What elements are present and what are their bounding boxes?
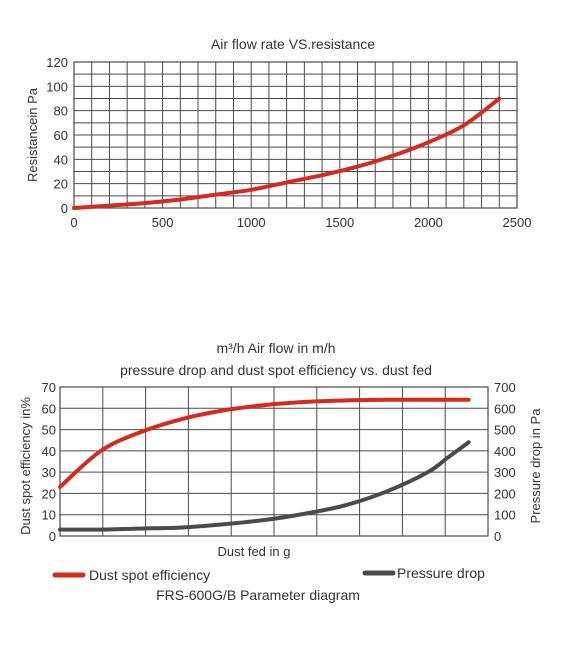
chart2-grid: [60, 387, 488, 536]
chart2-legend: Dust spot efficiency Pressure drop: [52, 565, 485, 583]
chart2-y-tick-label-right: 0: [494, 529, 501, 544]
chart1-y-tick-label: 120: [46, 55, 68, 70]
chart1-x-ticks: 0 500 1000 1500 2000 2500: [70, 215, 531, 230]
chart1-y-axis-label: Resistancein Pa: [25, 87, 40, 182]
chart1-plot-frame: [73, 61, 518, 209]
chart1-y-tick-label: 0: [61, 201, 68, 216]
efficiency-pressure-chart: m³/h Air flow in m/h pressure drop and d…: [18, 340, 543, 583]
chart2-y-axis-label-right: Pressure drop in Pa: [528, 408, 543, 524]
chart1-series: [72, 96, 502, 210]
chart2-plot-frame: [59, 386, 489, 537]
chart2-y-tick-label-right: 500: [494, 423, 516, 438]
chart2-y-tick-label-left: 50: [42, 423, 56, 438]
chart2-y-ticks-left: 0 10 20 30 40 50 60 70: [42, 380, 56, 544]
chart1-title: Air flow rate VS.resistance: [211, 36, 375, 52]
chart2-y-tick-label-right: 600: [494, 401, 516, 416]
chart2-title-line1: m³/h Air flow in m/h: [216, 340, 335, 356]
chart2-y-tick-label-left: 40: [42, 444, 56, 459]
chart1-y-tick-label: 100: [46, 79, 68, 94]
chart1-y-ticks: 0 20 40 60 80 100 120: [46, 55, 68, 216]
resistance-chart: Air flow rate VS.resistance 0 20 40 60 80 100…: [25, 36, 531, 230]
legend-label-pressure: Pressure drop: [397, 565, 485, 581]
chart1-x-tick-label: 0: [70, 215, 77, 230]
chart2-x-axis-label: Dust fed in g: [218, 544, 291, 559]
chart2-y-tick-label-left: 70: [42, 380, 56, 395]
chart2-y-tick-label-right: 200: [494, 486, 516, 501]
chart2-y-tick-label-right: 300: [494, 465, 516, 480]
chart2-y-tick-label-left: 20: [42, 486, 56, 501]
chart1-x-tick-label: 2500: [503, 215, 532, 230]
chart2-y-tick-label-left: 10: [42, 508, 56, 523]
chart1-grid: [74, 62, 517, 208]
chart1-y-tick-label: 20: [54, 177, 68, 192]
chart2-y-tick-label-left: 0: [49, 529, 56, 544]
chart2-y-tick-label-right: 400: [494, 444, 516, 459]
chart1-y-tick-label: 60: [54, 128, 68, 143]
chart1-x-tick-label: 2000: [414, 215, 443, 230]
dust-spot-efficiency-curve: [58, 397, 471, 489]
chart2-y-axis-label-left: Dust spot efficiency in%: [18, 397, 33, 535]
resistance-curve: [72, 96, 502, 210]
chart1-y-tick-label: 80: [54, 104, 68, 119]
chart2-y-tick-label-left: 60: [42, 401, 56, 416]
chart2-title-line2: pressure drop and dust spot efficiency v…: [120, 362, 432, 378]
chart1-y-tick-label: 40: [54, 152, 68, 167]
chart1-x-tick-label: 1000: [237, 215, 266, 230]
chart1-x-tick-label: 1500: [325, 215, 354, 230]
legend-label-efficiency: Dust spot efficiency: [89, 567, 210, 583]
chart2-y-tick-label-right: 100: [494, 508, 516, 523]
chart1-x-tick-label: 500: [152, 215, 174, 230]
chart2-series: [58, 397, 471, 532]
chart2-y-tick-label-left: 30: [42, 465, 56, 480]
pressure-drop-curve: [58, 440, 471, 532]
footer-caption: FRS-600G/B Parameter diagram: [156, 587, 360, 603]
chart2-y-ticks-right: 0 100 200 300 400 500 600 700: [494, 380, 516, 544]
chart2-y-tick-label-right: 700: [494, 380, 516, 395]
